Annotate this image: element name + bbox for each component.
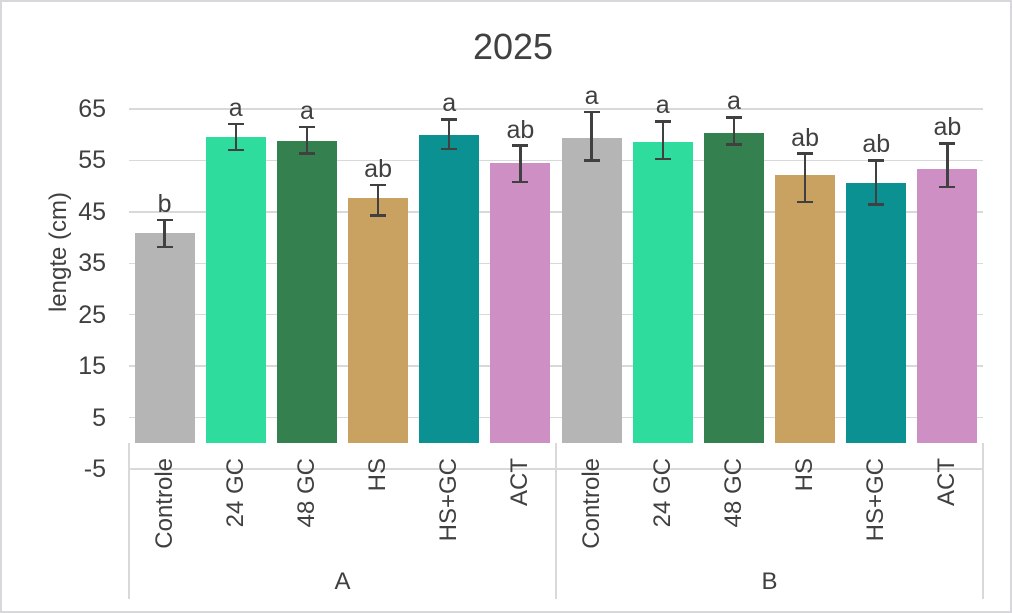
- category-label-ACT: ACT: [506, 458, 534, 506]
- bar-A-48 GC: [276, 141, 337, 444]
- category-axis-divider: [982, 443, 984, 600]
- error-bar: [163, 220, 166, 247]
- error-bar: [376, 185, 380, 216]
- chart-title: 2025: [472, 26, 554, 67]
- category-axis-divider: [128, 443, 130, 600]
- bar-A-Controle: [134, 233, 195, 444]
- significance-letter: a: [655, 91, 670, 120]
- significance-letter: a: [228, 93, 243, 122]
- category-label-48 GC: 48 GC: [719, 458, 747, 528]
- error-bar-cap-bottom: [725, 143, 742, 146]
- significance-letter: ab: [506, 115, 535, 144]
- error-bar-cap-top: [441, 117, 458, 121]
- y-tick-label: 25: [78, 300, 106, 329]
- error-bar: [803, 153, 807, 203]
- bar-B-HS: [775, 175, 836, 444]
- error-bar-cap-bottom: [370, 214, 387, 217]
- error-bar-cap-bottom: [939, 185, 956, 189]
- category-axis-divider: [555, 443, 557, 600]
- error-bar: [661, 121, 664, 159]
- bar-B-ACT: [917, 169, 978, 444]
- error-bar-cap-bottom: [583, 159, 600, 162]
- significance-letter: a: [726, 87, 741, 116]
- category-label-HS: HS: [364, 458, 392, 492]
- gridline-25: [129, 314, 983, 316]
- category-label-HS: HS: [791, 458, 819, 492]
- significance-letter: ab: [364, 155, 392, 184]
- category-label-24 GC: 24 GC: [648, 458, 676, 528]
- error-bar-cap-bottom: [227, 148, 244, 152]
- category-label-24 GC: 24 GC: [221, 458, 249, 528]
- significance-letter: b: [157, 190, 172, 219]
- group-label-B: B: [761, 568, 778, 595]
- error-bar-cap-bottom: [441, 147, 458, 151]
- error-bar-cap-top: [156, 218, 173, 222]
- error-bar: [590, 112, 593, 161]
- error-bar-cap-bottom: [654, 157, 671, 161]
- y-tick-label: -5: [83, 455, 106, 483]
- y-tick-label: 55: [78, 146, 106, 175]
- y-tick-label: 65: [78, 95, 106, 123]
- error-bar-cap-top: [227, 122, 244, 126]
- significance-letter: ab: [791, 123, 819, 152]
- gridline-35: [129, 262, 983, 264]
- bar-B-HS+GC: [846, 183, 907, 444]
- category-label-HS+GC: HS+GC: [435, 458, 463, 542]
- error-bar: [732, 117, 735, 145]
- error-bar-cap-bottom: [868, 203, 885, 206]
- error-bar-cap-top: [370, 183, 387, 187]
- significance-letter: ab: [933, 113, 962, 142]
- category-label-HS+GC: HS+GC: [862, 458, 890, 542]
- group-label-A: A: [334, 568, 351, 595]
- bar-A-HS: [348, 198, 409, 444]
- y-tick-label: 5: [92, 403, 106, 432]
- y-tick-label: 15: [78, 352, 106, 381]
- gridline-65: [129, 108, 983, 110]
- error-bar-cap-top: [725, 115, 742, 119]
- bar-A-HS+GC: [419, 134, 480, 444]
- gridline-45: [129, 211, 983, 213]
- significance-letter: a: [299, 97, 314, 125]
- y-tick-label: 35: [78, 249, 106, 278]
- significance-letter: a: [584, 82, 599, 111]
- bar-B-48 GC: [703, 132, 764, 444]
- error-bar-cap-top: [512, 144, 529, 147]
- category-label-ACT: ACT: [933, 458, 961, 506]
- error-bar: [875, 160, 878, 205]
- error-bar-cap-top: [868, 159, 885, 162]
- error-bar-cap-top: [583, 110, 600, 114]
- error-bar-cap-bottom: [298, 152, 315, 156]
- error-bar-cap-top: [654, 120, 671, 123]
- category-label-Controle: Controle: [150, 458, 178, 549]
- y-tick-label: 45: [78, 197, 106, 226]
- significance-letter: a: [442, 89, 457, 118]
- gridline-5: [129, 416, 983, 419]
- error-bar-cap-bottom: [797, 200, 814, 204]
- bar-B-24 GC: [632, 141, 693, 444]
- error-bar-cap-bottom: [512, 180, 529, 184]
- error-bar: [448, 119, 451, 150]
- error-bar: [946, 143, 949, 188]
- category-label-48 GC: 48 GC: [292, 458, 320, 528]
- error-bar-cap-top: [298, 125, 315, 129]
- bar-B-Controle: [561, 137, 622, 444]
- bar-A-24 GC: [205, 136, 266, 444]
- category-label-Controle: Controle: [577, 458, 605, 549]
- error-bar: [234, 123, 237, 151]
- significance-letter: ab: [862, 130, 891, 159]
- error-bar-cap-bottom: [156, 245, 173, 249]
- gridline-55: [129, 159, 983, 162]
- error-bar-cap-top: [939, 142, 956, 145]
- gridline-15: [129, 365, 983, 367]
- bar-A-ACT: [490, 163, 551, 444]
- error-bar: [305, 127, 308, 154]
- error-bar: [519, 145, 522, 182]
- error-bar-cap-top: [797, 152, 814, 156]
